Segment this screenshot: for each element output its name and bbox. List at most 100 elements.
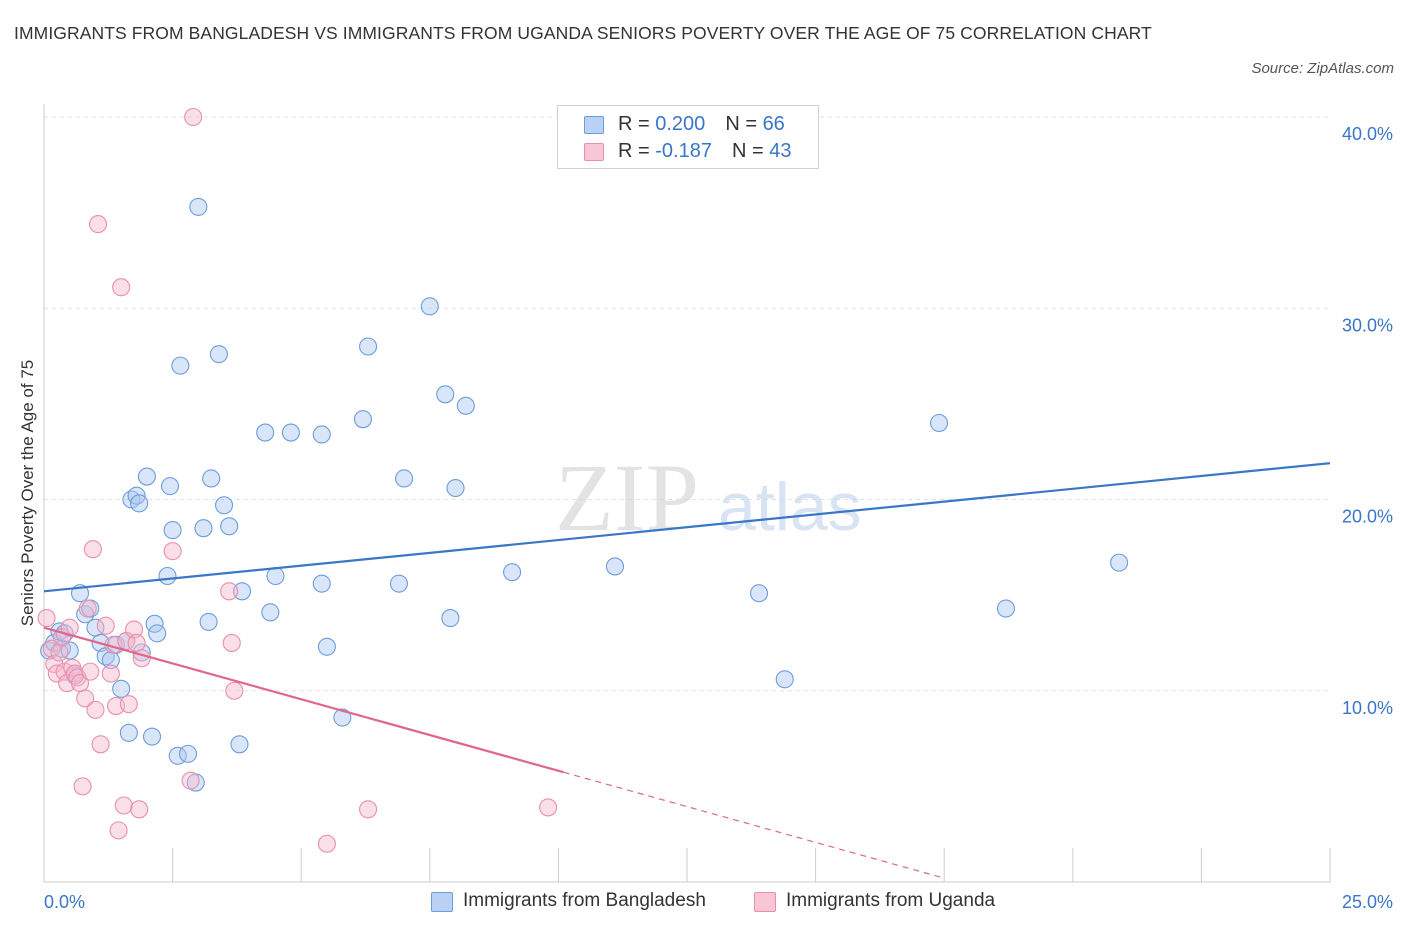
point-bangladesh bbox=[436, 385, 455, 404]
legend-swatch-bangladesh bbox=[584, 116, 604, 134]
point-bangladesh bbox=[189, 197, 208, 216]
point-bangladesh bbox=[389, 574, 408, 593]
legend-swatch-bangladesh bbox=[431, 892, 453, 912]
legend-swatch-uganda bbox=[754, 892, 776, 912]
trend-line-bangladesh bbox=[43, 462, 1331, 593]
y-tick-label: 30.0% bbox=[1342, 315, 1393, 335]
point-bangladesh bbox=[312, 574, 331, 593]
x-tick-label: 0.0% bbox=[44, 892, 85, 912]
point-uganda bbox=[101, 664, 120, 683]
point-bangladesh bbox=[281, 423, 300, 442]
point-bangladesh bbox=[930, 413, 949, 433]
trend-line-uganda-extension bbox=[563, 771, 945, 879]
point-uganda bbox=[109, 821, 128, 840]
point-bangladesh bbox=[333, 708, 352, 727]
point-bangladesh bbox=[148, 624, 167, 643]
legend-r-value: -0.187 bbox=[655, 140, 712, 162]
point-bangladesh bbox=[317, 637, 336, 656]
chart-title: IMMIGRANTS FROM BANGLADESH VS IMMIGRANTS… bbox=[14, 23, 1152, 43]
point-uganda bbox=[317, 834, 336, 853]
point-bangladesh bbox=[142, 727, 162, 746]
point-bangladesh bbox=[605, 557, 625, 576]
point-bangladesh bbox=[171, 356, 190, 375]
legend-swatch-uganda bbox=[584, 143, 604, 161]
point-bangladesh bbox=[160, 477, 180, 496]
axes bbox=[43, 104, 1331, 883]
point-uganda bbox=[88, 215, 108, 234]
y-tick-label: 20.0% bbox=[1342, 507, 1393, 527]
point-uganda bbox=[119, 695, 138, 714]
point-bangladesh bbox=[395, 469, 414, 488]
point-uganda bbox=[225, 681, 244, 700]
point-bangladesh bbox=[1110, 553, 1129, 572]
y-axis-label: Seniors Poverty Over the Age of 75 bbox=[18, 359, 37, 627]
point-uganda bbox=[130, 800, 149, 819]
point-bangladesh bbox=[359, 337, 378, 356]
point-uganda bbox=[73, 777, 92, 796]
point-uganda bbox=[91, 735, 110, 754]
trend-line-uganda bbox=[43, 626, 564, 774]
legend-n-value: 66 bbox=[762, 113, 785, 135]
point-uganda bbox=[163, 542, 182, 561]
point-bangladesh bbox=[446, 478, 465, 498]
point-uganda bbox=[222, 633, 241, 652]
point-uganda bbox=[60, 618, 79, 637]
point-bangladesh bbox=[119, 723, 138, 742]
point-uganda bbox=[96, 616, 115, 635]
point-bangladesh bbox=[456, 396, 475, 415]
watermark-zip: ZIP bbox=[555, 444, 699, 551]
legend-r-label: R = bbox=[618, 140, 656, 162]
y-tick-label: 40.0% bbox=[1342, 124, 1393, 144]
tick-labels: 10.0% 20.0% 30.0% 40.0% 0.0% 25.0% bbox=[44, 124, 1393, 912]
point-bangladesh bbox=[256, 423, 275, 442]
point-bangladesh bbox=[232, 582, 252, 601]
point-uganda bbox=[78, 599, 97, 618]
point-uganda bbox=[76, 689, 95, 708]
point-bangladesh bbox=[202, 469, 221, 488]
watermark-atlas: atlas bbox=[718, 469, 862, 545]
point-bangladesh bbox=[163, 521, 182, 540]
point-bangladesh bbox=[112, 679, 131, 698]
point-bangladesh bbox=[199, 612, 218, 631]
legend-n-label: N = bbox=[725, 113, 763, 135]
point-bangladesh bbox=[220, 517, 239, 536]
point-uganda bbox=[50, 643, 69, 662]
trend-lines bbox=[43, 462, 1331, 879]
point-uganda bbox=[37, 609, 56, 628]
x-tick-label: 25.0% bbox=[1342, 892, 1393, 912]
y-tick-label: 10.0% bbox=[1342, 698, 1393, 718]
legend-r-label: R = bbox=[618, 113, 656, 135]
point-bangladesh bbox=[130, 494, 149, 513]
point-bangladesh bbox=[996, 599, 1015, 618]
correlation-legend: R = 0.200 N = 66 R = -0.187 N = 43 bbox=[557, 105, 819, 169]
point-uganda bbox=[181, 771, 200, 790]
point-uganda bbox=[86, 700, 105, 719]
point-bangladesh bbox=[420, 297, 439, 316]
point-bangladesh bbox=[266, 566, 285, 586]
point-bangladesh bbox=[353, 410, 372, 429]
point-uganda bbox=[112, 278, 131, 297]
legend-n-value: 43 bbox=[769, 140, 792, 162]
point-bangladesh bbox=[503, 563, 522, 582]
point-uganda bbox=[220, 582, 239, 601]
legend-r-value: 0.200 bbox=[655, 113, 706, 135]
point-bangladesh bbox=[194, 519, 213, 538]
grid-lines bbox=[44, 116, 1330, 692]
point-uganda bbox=[127, 633, 146, 652]
point-bangladesh bbox=[775, 670, 794, 689]
legend-label-uganda: Immigrants from Uganda bbox=[786, 890, 996, 911]
point-uganda bbox=[81, 662, 100, 681]
point-uganda bbox=[359, 800, 378, 819]
point-bangladesh bbox=[312, 425, 331, 444]
legend-label-bangladesh: Immigrants from Bangladesh bbox=[463, 890, 706, 911]
point-bangladesh bbox=[178, 744, 198, 763]
legend-n-label: N = bbox=[731, 140, 770, 162]
point-uganda bbox=[124, 620, 144, 639]
point-bangladesh bbox=[261, 603, 280, 622]
point-bangladesh bbox=[441, 609, 460, 628]
point-bangladesh bbox=[749, 584, 769, 603]
point-bangladesh bbox=[137, 467, 156, 486]
point-uganda bbox=[539, 798, 558, 817]
point-bangladesh bbox=[214, 496, 234, 515]
